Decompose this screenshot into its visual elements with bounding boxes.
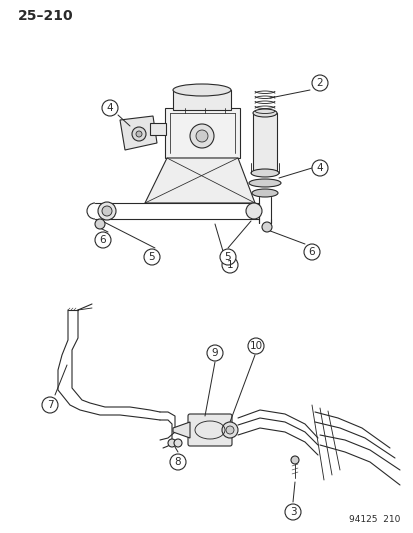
Ellipse shape — [248, 179, 280, 187]
Ellipse shape — [245, 203, 261, 219]
Polygon shape — [120, 116, 157, 150]
Text: 7: 7 — [47, 400, 53, 410]
Text: 6: 6 — [100, 235, 106, 245]
Circle shape — [95, 219, 105, 229]
Circle shape — [219, 249, 235, 265]
Circle shape — [42, 397, 58, 413]
FancyBboxPatch shape — [188, 414, 231, 446]
Circle shape — [206, 345, 223, 361]
FancyBboxPatch shape — [165, 108, 240, 158]
Text: 5: 5 — [224, 252, 231, 262]
Ellipse shape — [250, 169, 278, 177]
Circle shape — [136, 131, 142, 137]
Circle shape — [221, 422, 237, 438]
Text: 4: 4 — [316, 163, 323, 173]
Text: 10: 10 — [249, 341, 262, 351]
Circle shape — [190, 124, 214, 148]
Ellipse shape — [98, 202, 116, 220]
Circle shape — [290, 456, 298, 464]
Text: 94125  210: 94125 210 — [348, 515, 399, 524]
Text: 6: 6 — [308, 247, 315, 257]
Text: 5: 5 — [148, 252, 155, 262]
FancyBboxPatch shape — [173, 90, 230, 110]
Circle shape — [221, 257, 237, 273]
Circle shape — [144, 249, 159, 265]
Circle shape — [102, 206, 112, 216]
Ellipse shape — [168, 439, 176, 447]
Text: 8: 8 — [174, 457, 181, 467]
Polygon shape — [173, 422, 190, 438]
Ellipse shape — [252, 109, 276, 117]
Circle shape — [170, 454, 185, 470]
Text: 9: 9 — [211, 348, 218, 358]
Circle shape — [303, 244, 319, 260]
Circle shape — [311, 75, 327, 91]
Circle shape — [132, 127, 146, 141]
Ellipse shape — [173, 439, 182, 447]
Text: 1: 1 — [226, 260, 233, 270]
Ellipse shape — [252, 189, 277, 197]
Circle shape — [102, 100, 118, 116]
Circle shape — [95, 232, 111, 248]
Circle shape — [225, 426, 233, 434]
Polygon shape — [145, 158, 254, 203]
Ellipse shape — [173, 84, 230, 96]
Circle shape — [284, 504, 300, 520]
Circle shape — [195, 130, 207, 142]
Text: 4: 4 — [107, 103, 113, 113]
Text: 25–210: 25–210 — [18, 9, 74, 23]
FancyBboxPatch shape — [252, 113, 276, 173]
Circle shape — [261, 222, 271, 232]
Circle shape — [311, 160, 327, 176]
Circle shape — [247, 338, 263, 354]
Text: 2: 2 — [316, 78, 323, 88]
FancyBboxPatch shape — [150, 123, 166, 135]
Text: 3: 3 — [289, 507, 296, 517]
